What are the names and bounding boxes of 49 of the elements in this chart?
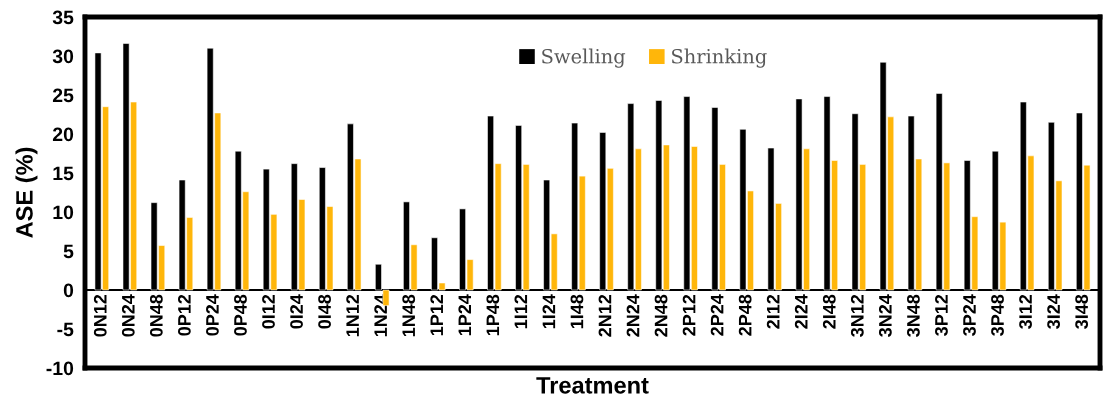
x-tick-label: 0I24: [290, 294, 303, 329]
x-tick-label: 2I48: [822, 294, 836, 329]
x-tick-label: 1N48: [402, 294, 416, 337]
x-tick-label: 2N12: [598, 294, 612, 337]
legend-label: Shrinking: [672, 48, 767, 68]
y-tick-label: -10: [46, 361, 74, 376]
x-tick-label: 1P48: [486, 294, 500, 336]
x-tick-label: 2P12: [682, 294, 696, 336]
x-tick-label: 0P48: [234, 294, 247, 336]
x-tick-label: 3I24: [1047, 294, 1061, 329]
y-tick-label: 10: [53, 205, 74, 220]
x-tick-label: 2P24: [710, 294, 724, 336]
x-tick-label: 0N12: [93, 294, 107, 337]
x-tick-label: 0N48: [149, 294, 163, 337]
y-tick-label: 35: [52, 10, 74, 25]
x-tick-label: 1P12: [430, 294, 443, 336]
x-tick-label: 0P12: [178, 294, 191, 336]
x-tick-label: 2I12: [766, 294, 780, 329]
x-tick-label: 1I48: [570, 294, 584, 329]
y-tick-label: 20: [52, 127, 74, 142]
x-tick-label: 1I12: [514, 294, 528, 329]
y-tick-label: 0: [63, 283, 74, 298]
y-tick-label: 5: [63, 244, 74, 259]
y-axis-title: ASE (%): [15, 147, 38, 238]
x-tick-label: 3N12: [850, 294, 864, 337]
x-tick-label: 2N24: [626, 294, 640, 337]
x-tick-label: 3P24: [963, 294, 976, 336]
x-tick-label: 3I12: [1019, 294, 1032, 329]
x-tick-label: 3N24: [878, 294, 892, 337]
x-tick-label: 3N48: [907, 294, 920, 337]
x-tick-label: 1P24: [458, 294, 471, 336]
y-tick-label: 15: [53, 166, 74, 181]
x-tick-label: 1I24: [542, 294, 556, 329]
y-tick-label: 25: [52, 88, 74, 103]
y-tick-label: -5: [57, 322, 74, 337]
x-tick-label: 1N12: [346, 294, 359, 337]
x-tick-label: 2N48: [654, 294, 668, 337]
x-axis-title: Treatment: [536, 377, 649, 394]
x-tick-label: 0P24: [206, 294, 219, 336]
x-tick-label: 0I12: [262, 294, 275, 329]
x-tick-label: 2I24: [794, 294, 808, 329]
x-tick-label: 3P48: [991, 294, 1004, 336]
x-tick-label: 0I48: [318, 294, 331, 329]
x-tick-label: 2P48: [738, 294, 752, 336]
x-tick-label: 0N24: [121, 294, 135, 337]
x-tick-label: 3I48: [1075, 294, 1089, 329]
legend-label: Swelling: [542, 48, 626, 68]
y-tick-label: 30: [52, 49, 74, 64]
x-tick-label: 3P12: [935, 294, 948, 336]
